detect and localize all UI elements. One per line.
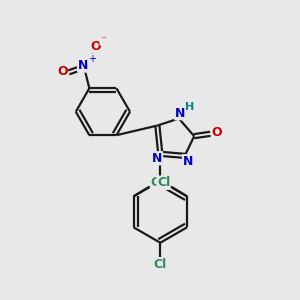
Text: N: N [78,59,88,72]
Text: N: N [152,152,163,165]
Text: Cl: Cl [154,258,167,271]
Text: Cl: Cl [151,176,164,189]
Text: O: O [57,65,68,78]
Text: N: N [182,155,193,168]
Text: N: N [175,107,185,120]
Text: O: O [90,40,101,53]
Text: O: O [212,126,222,139]
Text: +: + [88,54,96,64]
Text: H: H [185,102,195,112]
Text: ⁻: ⁻ [100,35,106,45]
Text: Cl: Cl [157,176,170,189]
